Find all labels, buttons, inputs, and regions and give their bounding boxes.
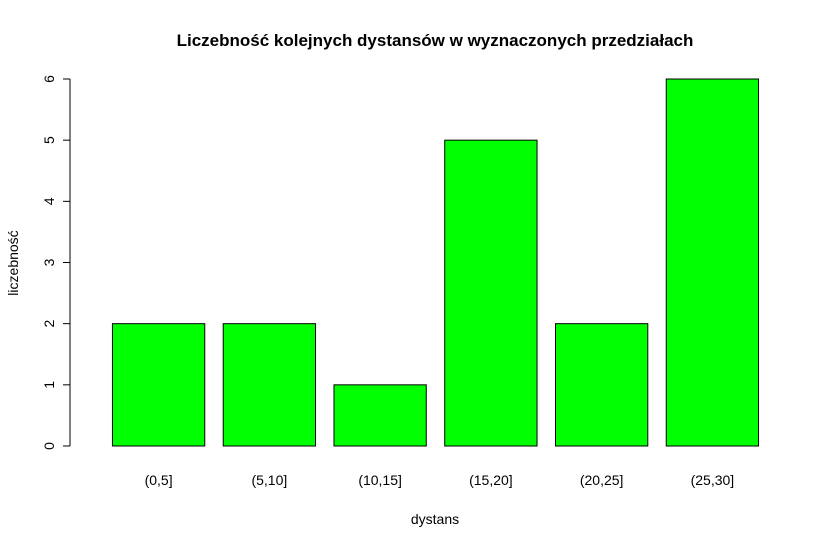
x-tick-label: (0,5] xyxy=(145,472,173,488)
y-axis: 0 1 2 3 4 5 6 xyxy=(41,75,71,450)
x-axis-label: dystans xyxy=(411,511,459,527)
y-ticks: 0 1 2 3 4 5 6 xyxy=(41,75,70,450)
x-tick-label: (25,30] xyxy=(691,472,735,488)
y-axis-label: liczebność xyxy=(5,230,21,295)
bar xyxy=(222,323,317,447)
bar xyxy=(554,323,649,447)
x-tick-label: (20,25] xyxy=(580,472,624,488)
bar xyxy=(665,78,760,447)
y-tick-label: 4 xyxy=(41,197,57,205)
x-tick-label: (5,10] xyxy=(251,472,287,488)
chart-title: Liczebność kolejnych dystansów w wyznacz… xyxy=(177,31,694,50)
x-tick-labels: (0,5] (5,10] (10,15] (15,20] (20,25] (25,30] xyxy=(145,472,735,488)
y-tick-label: 5 xyxy=(41,136,57,144)
y-tick-label: 3 xyxy=(41,258,57,266)
bar xyxy=(111,323,206,447)
x-tick-label: (10,15] xyxy=(358,472,402,488)
y-tick-label: 2 xyxy=(41,320,57,328)
y-tick-label: 0 xyxy=(41,442,57,450)
x-tick-label: (15,20] xyxy=(469,472,513,488)
bar xyxy=(444,139,538,447)
y-tick-label: 1 xyxy=(41,381,57,389)
y-tick-label: 6 xyxy=(41,75,57,83)
bars xyxy=(111,78,760,447)
bar xyxy=(333,384,427,447)
